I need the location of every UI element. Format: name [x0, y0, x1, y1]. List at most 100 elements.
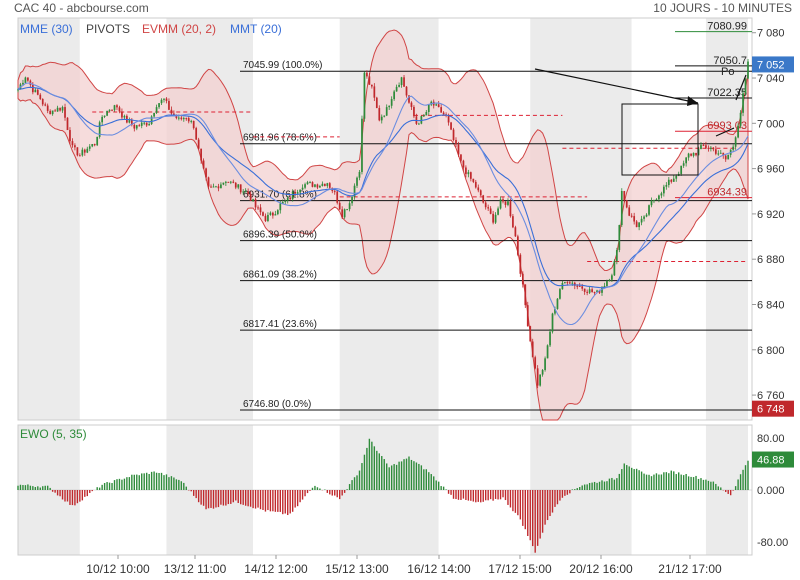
- candle-body: [484, 202, 487, 208]
- legend-ewo[interactable]: EWO (5, 35): [20, 427, 87, 441]
- candle-body: [435, 104, 438, 106]
- candle-body: [640, 218, 643, 223]
- candle-body: [103, 115, 106, 117]
- candle-body: [710, 147, 712, 149]
- candle-body: [440, 107, 443, 113]
- fib-label: 7045.99 (100.0%): [243, 60, 323, 71]
- candle-body: [321, 183, 324, 186]
- candle-body: [296, 192, 299, 194]
- y-tick-label: 7 080: [757, 28, 785, 40]
- candle-body: [71, 141, 74, 146]
- candle-body: [217, 186, 220, 189]
- candle-body: [516, 236, 519, 255]
- candle-body: [116, 105, 118, 108]
- day-band: [79, 18, 167, 420]
- candle-body: [294, 192, 297, 194]
- candle-body: [660, 193, 663, 196]
- candle-body: [177, 117, 180, 119]
- candle-body: [328, 183, 331, 188]
- candle-body: [202, 160, 205, 169]
- candle-body: [507, 201, 509, 205]
- candle-body: [143, 122, 146, 124]
- candle-body: [215, 186, 217, 188]
- candle-body: [242, 191, 245, 193]
- candle-body: [388, 105, 391, 108]
- last-price-label: 7 052: [757, 59, 785, 71]
- legend-evmm[interactable]: EVMM (20, 2): [142, 22, 216, 36]
- small-arrow[interactable]: [735, 74, 747, 101]
- legend-mme[interactable]: MME (30): [20, 22, 73, 36]
- candle-body: [101, 116, 104, 123]
- candle-body: [74, 145, 76, 148]
- candle-body: [615, 250, 618, 262]
- candle-body: [227, 181, 230, 183]
- fib-label: 6817.41 (23.6%): [243, 319, 317, 330]
- candle-body: [333, 191, 336, 193]
- candle-body: [437, 104, 440, 108]
- candle-body: [187, 118, 190, 122]
- candle-body: [682, 163, 685, 166]
- candle-body: [121, 111, 123, 118]
- candle-body: [210, 186, 212, 188]
- candle-body: [358, 171, 361, 178]
- candle-body: [413, 106, 415, 117]
- candle-body: [264, 215, 267, 221]
- candle-body: [420, 116, 423, 124]
- ewo-last-badge: [752, 451, 794, 468]
- candle-body: [212, 186, 215, 188]
- candle-body: [613, 261, 616, 276]
- candle-body: [692, 152, 695, 156]
- candle-body: [581, 286, 584, 289]
- candle-body: [586, 291, 589, 293]
- candle-body: [111, 109, 113, 111]
- candle-body: [378, 108, 381, 121]
- candle-body: [541, 369, 544, 375]
- candle-body: [472, 178, 475, 182]
- candle-body: [66, 117, 69, 131]
- legend-mmt[interactable]: MMT (20): [230, 22, 282, 36]
- candle-body: [249, 193, 252, 201]
- candle-body: [383, 115, 386, 117]
- candle-body: [536, 368, 539, 386]
- candle-body: [49, 110, 52, 115]
- candle-body: [499, 199, 502, 209]
- candle-body: [603, 285, 606, 288]
- x-tick-label: 10/12 10:00: [86, 562, 150, 576]
- candle-body: [477, 187, 480, 191]
- candle-body: [588, 289, 591, 293]
- candle-body: [44, 104, 47, 106]
- candle-body: [148, 124, 151, 126]
- candle-body: [734, 137, 737, 147]
- candle-body: [732, 146, 735, 150]
- candle-body: [257, 207, 259, 209]
- candle-body: [638, 222, 640, 228]
- small-arrow[interactable]: [715, 127, 735, 137]
- candle-body: [361, 118, 363, 172]
- candle-body: [128, 120, 131, 123]
- candle-body: [479, 190, 482, 196]
- candle-body: [140, 122, 143, 126]
- candle-body: [611, 275, 613, 280]
- candle-body: [460, 154, 462, 161]
- candle-body: [705, 145, 707, 148]
- candle-body: [583, 288, 586, 292]
- legend-pivots[interactable]: PIVOTS: [86, 22, 130, 36]
- candle-body: [54, 110, 56, 112]
- trend-arrow[interactable]: [534, 68, 699, 104]
- y-tick-label: 6 800: [757, 345, 785, 357]
- candle-body: [160, 99, 163, 104]
- candle-body: [531, 341, 534, 358]
- candle-body: [299, 189, 301, 193]
- candle-body: [81, 149, 84, 156]
- candle-body: [568, 282, 571, 284]
- low-price-label: 6 748: [757, 404, 785, 416]
- candle-body: [272, 212, 274, 216]
- candle-body: [658, 195, 660, 200]
- candle-body: [408, 95, 410, 103]
- candle-body: [93, 144, 96, 146]
- candle-body: [170, 109, 173, 114]
- selection-rectangle[interactable]: [621, 103, 699, 176]
- candle-body: [400, 77, 403, 85]
- candle-body: [323, 183, 326, 186]
